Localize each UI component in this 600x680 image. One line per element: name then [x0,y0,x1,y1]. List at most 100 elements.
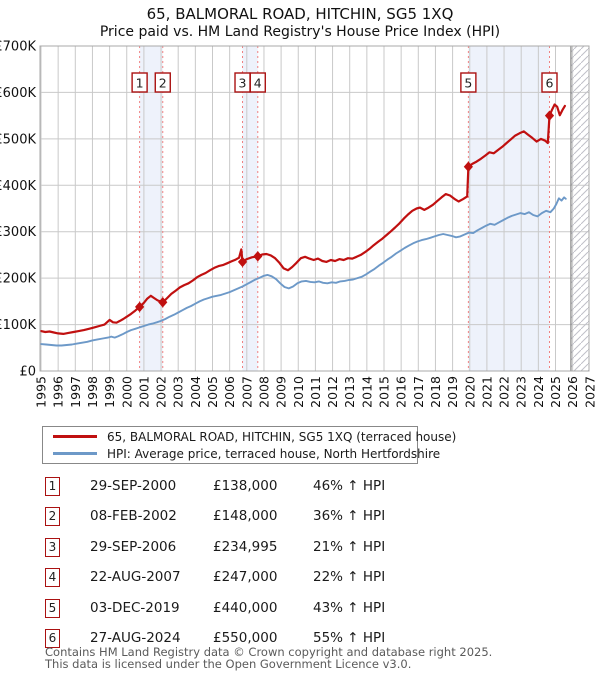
x-axis-tick-label: 2021 [479,376,494,408]
sale-date: 03-DEC-2019 [90,599,180,616]
x-axis-tick-label: 2006 [222,376,237,408]
x-axis-tick-label: 2017 [411,376,426,408]
x-axis-tick-label: 2010 [291,376,306,408]
sale-interval-band [139,46,163,371]
sale-hpi-change: 55% ↑ HPI [313,629,386,646]
x-axis-tick-label: 2018 [428,376,443,408]
sale-interval-band [468,46,550,371]
y-axis-tick-label: £500K [0,132,36,147]
sale-hpi-change: 36% ↑ HPI [313,508,386,525]
sale-marker-box: 1 [45,477,60,496]
legend-item-hpi: HPI: Average price, terraced house, Nort… [43,447,440,461]
x-axis-tick-label: 2023 [514,376,529,408]
price-history-chart: 123456£0£100K£200K£300K£400K£500K£600K£7… [0,40,597,408]
sale-number-box [154,72,171,93]
chart-legend: 65, BALMORAL ROAD, HITCHIN, SG5 1XQ (ter… [42,426,456,464]
sales-table: 1 29-SEP-2000 £138,000 46% ↑ HPI 2 08-FEB-200… [0,472,600,654]
x-axis-tick-label: 1997 [68,376,83,408]
sale-price: £234,995 [213,538,278,555]
x-axis-tick-label: 2012 [325,376,340,408]
plot-border [39,45,590,372]
y-axis-tick-label: £100K [0,318,36,333]
sale-date: 08-FEB-2002 [90,508,177,525]
sale-diamond-marker [463,161,473,172]
y-axis-tick-label: £600K [0,86,36,101]
sale-price: £440,000 [213,599,278,616]
sale-number-label: 1 [136,76,144,91]
y-axis-tick-label: £400K [0,179,36,194]
y-axis-tick-label: £700K [0,40,36,55]
x-axis-tick-label: 2003 [171,376,186,408]
sale-date: 29-SEP-2000 [90,478,177,494]
sale-row-2: 2 08-FEB-2002 £148,000 36% ↑ HPI [0,502,600,532]
sale-number-label: 2 [159,76,167,91]
footer-line-2: This data is licensed under the Open Gov… [45,657,412,671]
sale-date: 27-AUG-2024 [90,629,181,646]
sale-row-4: 4 22-AUG-2007 £247,000 22% ↑ HPI [0,563,600,593]
sale-price: £550,000 [213,629,278,646]
sale-hpi-change: 46% ↑ HPI [313,478,386,494]
sale-number-box [541,72,558,93]
x-axis-tick-label: 2005 [205,376,220,408]
x-axis-tick-label: 2002 [154,376,169,408]
sale-date: 22-AUG-2007 [90,569,181,586]
sale-interval-band [242,46,258,371]
sale-price: £148,000 [213,508,278,525]
x-axis-tick-label: 1999 [102,376,117,408]
page-title: 65, BALMORAL ROAD, HITCHIN, SG5 1XQ [146,5,454,23]
x-axis-tick-label: 2000 [119,376,134,408]
sale-marker-box: 4 [45,568,60,588]
sale-marker-box: 6 [45,628,60,648]
x-axis-tick-label: 2009 [274,376,289,408]
legend-label-property: 65, BALMORAL ROAD, HITCHIN, SG5 1XQ (ter… [107,429,457,444]
x-axis-tick-label: 1996 [51,376,66,408]
x-axis-tick-label: 2019 [445,376,460,408]
sale-hpi-change: 21% ↑ HPI [313,538,386,555]
x-axis-tick-label: 1998 [85,376,100,408]
sale-row-5: 5 03-DEC-2019 £440,000 43% ↑ HPI [0,594,600,624]
y-axis-tick-label: £200K [0,272,36,287]
x-axis-tick-label: 2008 [256,376,271,408]
legend-label-hpi: HPI: Average price, terraced house, Nort… [107,446,441,461]
x-axis-tick-label: 2026 [565,376,580,408]
sale-number-label: 6 [546,76,554,91]
sale-number-box [460,72,477,93]
footer-line-1: Contains HM Land Registry data © Crown c… [45,645,493,659]
x-axis-tick-label: 1995 [34,376,49,408]
x-axis-tick-label: 2007 [239,376,254,408]
x-axis-tick-label: 2020 [462,376,477,408]
x-axis-tick-label: 2014 [359,376,374,408]
sale-diamond-marker [544,110,555,121]
property-line-swatch [53,435,97,438]
x-axis-tick-label: 2016 [394,376,409,408]
legend-item-property: 65, BALMORAL ROAD, HITCHIN, SG5 1XQ (ter… [43,430,456,444]
property-price-line [39,103,567,335]
x-axis-tick-label: 2011 [308,376,323,408]
x-axis-tick-label: 2015 [377,376,392,408]
sale-marker-box: 3 [45,537,60,557]
sale-date: 29-SEP-2006 [90,538,177,555]
sale-price: £247,000 [213,569,278,586]
x-axis-tick-label: 2027 [582,376,597,408]
sale-number-box [249,72,266,93]
sale-hpi-change: 22% ↑ HPI [313,569,386,586]
sale-number-label: 3 [239,76,247,91]
x-axis-tick-label: 2004 [188,376,203,408]
sale-price: £138,000 [213,478,278,494]
sale-diamond-marker [158,297,168,308]
sale-row-3: 3 29-SEP-2006 £234,995 21% ↑ HPI [0,533,600,563]
footer: Contains HM Land Registry data © Crown c… [45,646,492,670]
x-axis-tick-label: 2024 [531,376,546,408]
sale-diamond-marker [135,301,145,313]
sale-hpi-change: 43% ↑ HPI [313,599,386,616]
x-axis-tick-label: 2022 [497,376,512,408]
x-axis-tick-label: 2001 [136,376,151,408]
x-axis-tick-label: 2025 [548,376,563,408]
y-axis-tick-label: £0 [19,365,36,380]
sale-marker-box: 5 [45,598,60,618]
future-hatch-region [570,46,589,371]
sale-number-label: 4 [254,76,262,91]
sale-row-1: 1 29-SEP-2000 £138,000 46% ↑ HPI [0,472,600,502]
hpi-line-swatch [53,452,97,455]
